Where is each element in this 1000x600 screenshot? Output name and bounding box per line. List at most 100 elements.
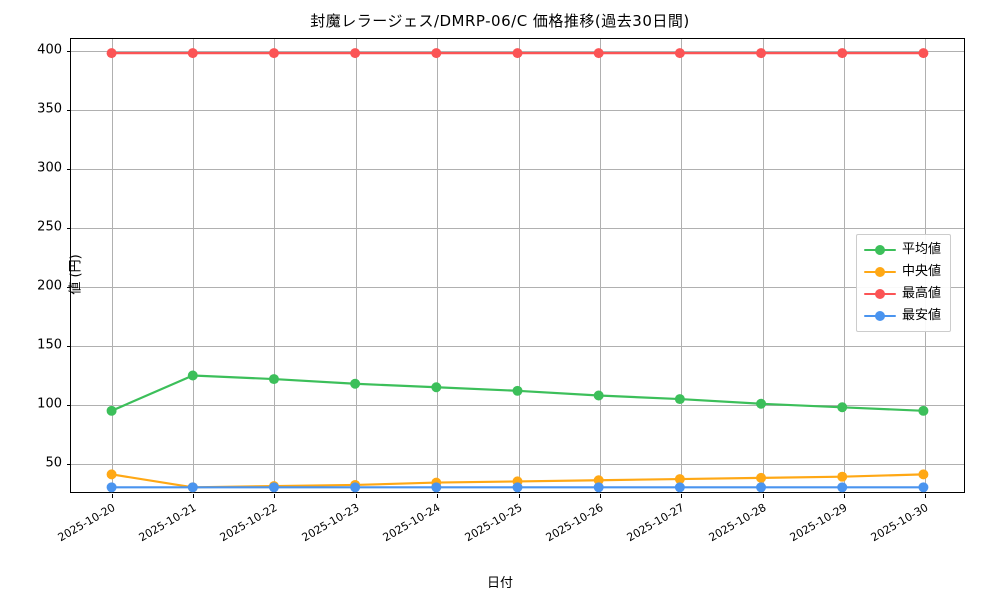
data-point-marker[interactable] [674,48,685,59]
data-point-marker[interactable] [512,48,523,59]
data-point-marker[interactable] [756,48,767,59]
legend-dot-icon [874,311,885,321]
legend-item-2[interactable]: 最高値 [863,285,941,303]
y-gridline [71,405,964,407]
y-gridline [71,346,964,348]
y-tick-mark [67,346,71,348]
x-tick-mark [193,494,195,498]
y-tick-label: 200 [37,278,62,294]
data-point-marker[interactable] [431,48,442,59]
legend-label: 中央値 [901,264,941,279]
x-tick-label: 2025-10-26 [543,501,606,545]
x-tick-mark [274,494,276,498]
data-point-marker[interactable] [512,482,523,493]
x-gridline [355,39,357,492]
x-gridline [681,39,683,492]
legend-swatch-icon [863,310,896,322]
x-gridline [843,39,845,492]
y-gridline [71,228,964,230]
x-tick-mark [111,494,113,498]
legend-dot-icon [874,289,885,299]
legend-item-1[interactable]: 中央値 [863,263,941,281]
data-point-marker[interactable] [756,482,767,493]
data-point-marker[interactable] [431,382,442,393]
data-point-marker[interactable] [350,482,361,493]
data-point-marker[interactable] [106,405,117,416]
y-tick-mark [67,405,71,407]
legend-swatch-icon [863,288,896,300]
x-tick-mark [599,494,601,498]
data-point-marker[interactable] [431,482,442,493]
data-point-marker[interactable] [918,482,929,493]
x-gridline [274,39,276,492]
y-tick-mark [67,109,71,111]
legend-swatch-icon [863,266,896,278]
chart-title: 封魔レラージェス/DMRP-06/C 価格推移(過去30日間) [310,12,690,30]
legend-item-3[interactable]: 最安値 [863,307,941,325]
x-gridline [111,39,113,492]
y-tick-label: 150 [37,337,62,353]
data-point-marker[interactable] [187,48,198,59]
data-point-marker[interactable] [756,472,767,483]
series-lines-layer [106,48,929,493]
data-point-marker[interactable] [593,482,604,493]
legend-dot-icon [874,245,885,255]
data-point-marker[interactable] [918,469,929,480]
x-tick-mark [437,494,439,498]
data-point-marker[interactable] [187,370,198,381]
y-tick-label: 250 [37,219,62,235]
x-tick-label: 2025-10-20 [55,501,118,545]
y-gridline [71,464,964,466]
y-tick-mark [67,464,71,466]
y-tick-label: 300 [37,160,62,176]
x-axis-label: 日付 [486,576,513,591]
data-point-marker[interactable] [593,390,604,401]
data-point-marker[interactable] [918,48,929,59]
data-point-marker[interactable] [187,482,198,493]
data-point-marker[interactable] [918,405,929,416]
data-point-marker[interactable] [674,474,685,485]
data-point-marker[interactable] [268,48,279,59]
x-gridline [437,39,439,492]
data-point-marker[interactable] [837,402,848,413]
data-point-marker[interactable] [756,398,767,409]
data-point-marker[interactable] [106,48,117,59]
data-point-marker[interactable] [106,482,117,493]
y-tick-label: 50 [45,455,62,471]
x-tick-label: 2025-10-21 [136,501,199,545]
data-point-marker[interactable] [350,48,361,59]
x-tick-label: 2025-10-29 [787,501,850,545]
legend-dot-icon [874,267,885,277]
data-point-marker[interactable] [593,475,604,486]
legend-label: 最安値 [901,308,941,323]
legend-label: 最高値 [901,286,941,301]
chart-legend[interactable]: 平均値中央値最高値最安値 [855,234,951,332]
y-tick-mark [67,169,71,170]
data-point-marker[interactable] [674,394,685,405]
legend-item-0[interactable]: 平均値 [863,241,941,259]
y-gridline [71,287,964,289]
x-tick-mark [681,494,683,498]
y-tick-label: 400 [37,42,62,58]
data-point-marker[interactable] [268,482,279,493]
data-point-marker[interactable] [837,482,848,493]
data-point-marker[interactable] [674,482,685,493]
x-tick-label: 2025-10-27 [624,501,687,545]
x-tick-label: 2025-10-23 [299,501,362,545]
y-gridline [71,169,964,170]
plot-area: 平均値中央値最高値最安値 [67,38,965,498]
x-tick-label: 2025-10-25 [462,501,524,545]
data-point-marker[interactable] [106,469,117,480]
data-point-marker[interactable] [593,48,604,59]
data-point-marker[interactable] [350,378,361,389]
data-point-marker[interactable] [837,48,848,59]
data-point-marker[interactable] [268,374,279,385]
x-gridline [762,39,764,492]
x-tick-label: 2025-10-28 [706,501,769,545]
x-tick-mark [925,494,927,498]
x-gridline [193,39,195,492]
data-point-marker[interactable] [837,471,848,482]
data-point-marker[interactable] [512,385,523,396]
x-tick-label: 2025-10-30 [868,501,931,545]
y-tick-label: 100 [37,396,62,412]
